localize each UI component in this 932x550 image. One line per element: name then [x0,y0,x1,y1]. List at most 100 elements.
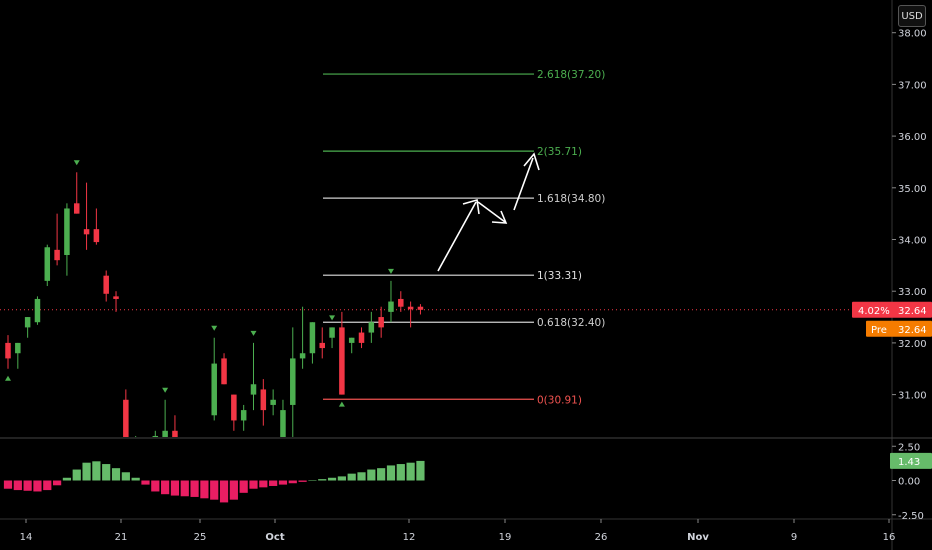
arrowhead [523,152,540,171]
fib-level-label: 2.618(37.20) [537,69,605,81]
price-tick-label: 36.00 [898,132,927,143]
candle-body [339,327,345,395]
candle [260,379,267,426]
projection-arrow-up-2 [513,157,534,211]
candle-body [34,298,41,323]
last-price-value: 32.64 [898,306,927,317]
oscillator-bar [249,480,258,489]
price-tick-label: 32.00 [898,339,927,350]
oscillator-bar [416,460,425,481]
oscillator-bar [308,480,317,481]
candle [329,315,336,349]
fib-level-label: 2(35.71) [537,146,582,158]
candle-body [54,249,60,261]
premarket-badge [866,320,932,337]
oscillator-bar [121,472,130,481]
projection-arrow-down [477,201,506,223]
candle-body [202,441,208,442]
candle [407,301,414,328]
candle [387,268,394,323]
candle [64,203,70,276]
candle-body [319,342,325,349]
candle [73,160,80,214]
candle [240,404,247,431]
signal-up-marker [5,375,11,381]
candle [83,182,90,250]
oscillator-bar [53,480,62,486]
time-tick-label: 12 [403,532,416,543]
candle-body [162,430,168,437]
candle-body [270,399,276,405]
oscillator-bar [200,480,209,499]
candles-group: 2.618(37.20) 2(35.71) 1.618(34.80) 1(33.31)… [0,69,890,442]
oscillator-bar [269,480,278,486]
candle [309,322,316,364]
candle-body [240,410,247,421]
candle [113,291,119,312]
price-tick-label: 37.00 [898,80,927,91]
candle-body [368,322,375,333]
oscillator-bar [180,480,189,497]
oscillator-bar [111,468,121,481]
candle-body [172,430,178,437]
candle-body [309,322,316,354]
currency-button[interactable]: USD [898,5,926,27]
candle [231,394,237,431]
candle [202,441,208,442]
candle [348,337,355,354]
candle [182,441,188,442]
signal-down-marker [329,315,336,321]
candle [358,327,365,349]
candle-body [250,384,257,395]
candle [417,304,424,315]
signal-down-marker [73,160,80,166]
oscillator-bar [23,480,32,491]
oscillator-bar [239,480,248,493]
oscillator-bar [102,464,111,481]
candle [162,387,169,437]
candle [250,330,257,411]
oscillator-bar [170,480,180,496]
oscillator-bar [386,465,396,481]
candle [24,317,31,338]
candle-body [329,327,335,338]
signal-down-marker [162,387,169,393]
candle-body [5,342,11,359]
oscillator-bar [151,480,160,492]
candle-body [103,275,109,294]
oscillator-bar [190,480,199,497]
candle-body [152,435,159,437]
candle [398,291,404,312]
candle-body [398,298,404,307]
oscillator-bar [377,468,386,481]
time-tick-label: Oct [265,532,284,543]
oscillator-bar [13,480,22,491]
candle-body [231,394,237,421]
fib-level-label: 0.618(32.40) [537,317,605,329]
oscillator-bar [141,480,150,485]
signal-up-marker [338,401,345,407]
time-tick-label: 14 [20,532,33,543]
price-tick-label: 31.00 [898,391,927,402]
candle [270,389,276,416]
oscillator-bar [357,472,366,481]
candle-body [407,306,414,310]
oscillator-bar [72,469,81,481]
oscillator-bar [367,469,376,481]
candle [319,327,325,359]
candle [290,327,296,437]
candle [54,213,60,266]
time-tick-label: 25 [194,532,207,543]
oscillator-bar [288,480,297,484]
candle [15,342,21,369]
oscillator-bar [210,480,219,500]
candle [143,441,149,442]
price-tick-label: 34.00 [898,236,927,247]
oscillator-group [3,460,425,503]
fib-level-label: 0(30.91) [537,394,582,406]
oscillator-bar [318,479,327,481]
oscillator-bar [278,480,288,485]
price-tick-label: 35.00 [898,184,927,195]
